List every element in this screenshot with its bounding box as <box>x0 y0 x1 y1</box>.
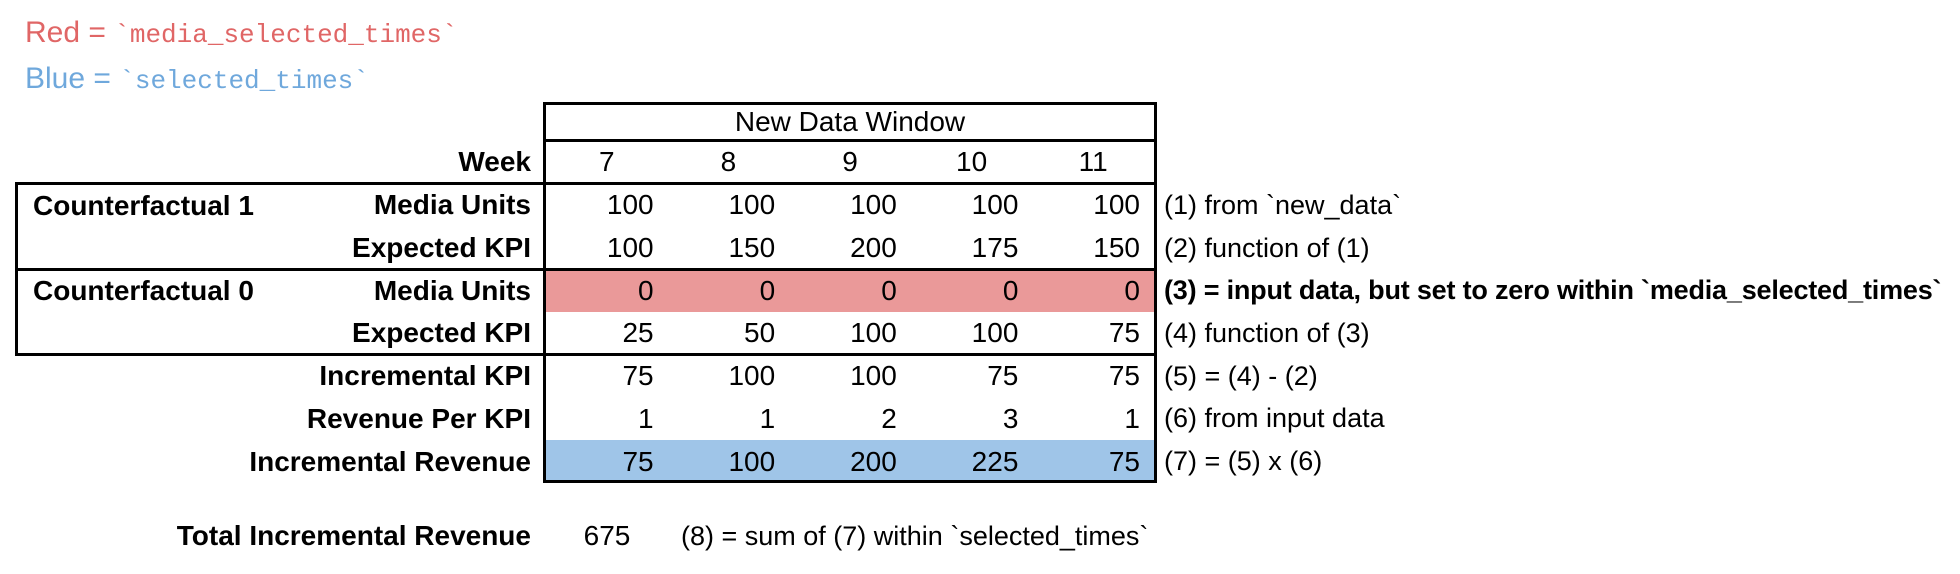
row-label-column: Media Units Expected KPI Media Units Exp… <box>0 184 531 483</box>
counterfactual-0-title: Counterfactual 0 <box>33 274 254 306</box>
row-label-expected-kpi-cf0: Expected KPI <box>352 317 531 349</box>
cf-box-left-border <box>15 182 18 356</box>
table-row-media-units-cf1: 100 100 100 100 100 <box>546 184 1154 227</box>
value-cell: 75 <box>987 360 1019 392</box>
value-cell: 0 <box>1002 274 1019 306</box>
value-cell: 100 <box>606 232 654 264</box>
value-cell: 100 <box>971 317 1019 349</box>
value-cell: 150 <box>1093 232 1140 264</box>
annotation-7: (7) = (5) x (6) <box>1164 446 1323 477</box>
value-cell: 75 <box>1108 445 1140 477</box>
value-cell: 100 <box>728 360 776 392</box>
value-cell: 100 <box>971 189 1019 221</box>
week-cell: 9 <box>842 146 858 177</box>
annotation-8: (8) = sum of (7) within `selected_times` <box>681 520 1149 551</box>
row-label-media-units-cf1: Media Units <box>373 189 531 221</box>
data-block-left-border <box>543 102 546 483</box>
week-cell: 7 <box>599 146 615 177</box>
value-cell: 75 <box>1108 317 1140 349</box>
row-label-incremental-revenue: Incremental Revenue <box>249 445 531 477</box>
value-cell: 100 <box>1093 189 1140 221</box>
value-cell: 225 <box>971 445 1019 477</box>
annotation-6: (6) from input data <box>1164 403 1385 434</box>
table-row-expected-kpi-cf1: 100 150 200 175 150 <box>546 227 1154 270</box>
data-values-block: 100 100 100 100 100 100 150 200 175 150 … <box>546 184 1154 483</box>
table-row-expected-kpi-cf0: 25 50 100 100 75 <box>546 312 1154 355</box>
value-cell: 100 <box>850 189 897 221</box>
value-cell: 1 <box>759 402 776 434</box>
value-cell: 100 <box>850 317 897 349</box>
annotation-4: (4) function of (3) <box>1164 317 1370 348</box>
table-row-incremental-revenue-highlighted-blue: 75 100 200 225 75 <box>546 440 1154 483</box>
annotation-1: (1) from `new_data` <box>1164 189 1402 220</box>
value-cell: 100 <box>850 360 897 392</box>
cf0-bottom-border <box>15 353 1157 356</box>
value-cell: 0 <box>881 274 897 306</box>
value-cell: 175 <box>971 232 1019 264</box>
row-label-incremental-kpi: Incremental KPI <box>319 360 531 392</box>
week-cell: 11 <box>1078 146 1108 177</box>
value-cell: 100 <box>728 445 776 477</box>
value-cell: 100 <box>728 189 776 221</box>
table-row-incremental-kpi: 75 100 100 75 75 <box>546 355 1154 398</box>
cf1-cf0-divider <box>15 268 1157 271</box>
value-cell: 0 <box>638 274 654 306</box>
week-bottom-border <box>15 182 1157 185</box>
value-cell: 50 <box>744 317 776 349</box>
legend-red-line: Red = `media_selected_times` <box>25 16 458 55</box>
value-cell: 150 <box>728 232 776 264</box>
value-cell: 75 <box>622 360 654 392</box>
data-block-right-border <box>1154 102 1157 483</box>
header-top-border <box>543 102 1157 105</box>
value-cell: 1 <box>638 402 654 434</box>
value-cell: 0 <box>759 274 776 306</box>
value-cell: 2 <box>881 402 897 434</box>
value-cell: 100 <box>606 189 654 221</box>
total-incremental-revenue-value: 675 <box>583 520 631 551</box>
table-row-revenue-per-kpi: 1 1 2 3 1 <box>546 398 1154 441</box>
annotation-3: (3) = input data, but set to zero within… <box>1164 275 1942 306</box>
annotation-5: (5) = (4) - (2) <box>1164 360 1318 391</box>
value-cell: 0 <box>1124 274 1140 306</box>
value-cell: 75 <box>622 445 654 477</box>
value-cell: 200 <box>850 445 897 477</box>
annotation-column: (1) from `new_data` (2) function of (1) … <box>1164 184 1960 483</box>
value-cell: 200 <box>850 232 897 264</box>
code-selected-times: `selected_times` <box>119 66 369 96</box>
week-cell: 10 <box>956 146 988 177</box>
value-cell: 25 <box>622 317 654 349</box>
table-row-media-units-cf0-highlighted-red: 0 0 0 0 0 <box>546 269 1154 313</box>
table-bottom-border <box>543 480 1157 483</box>
value-cell: 75 <box>1108 360 1140 392</box>
total-incremental-revenue-label: Total Incremental Revenue <box>176 520 531 551</box>
week-row-label: Week <box>458 146 531 177</box>
week-cell: 8 <box>720 146 737 177</box>
row-label-media-units-cf0: Media Units <box>373 274 531 306</box>
counterfactual-1-title: Counterfactual 1 <box>33 189 254 221</box>
value-cell: 1 <box>1124 402 1140 434</box>
legend-blue-line: Blue = `selected_times` <box>25 62 369 101</box>
row-label-expected-kpi-cf1: Expected KPI <box>352 232 531 264</box>
header-bottom-border <box>543 139 1157 142</box>
value-cell: 3 <box>1002 402 1019 434</box>
week-row: 7 8 9 10 11 <box>546 140 1154 184</box>
annotation-2: (2) function of (1) <box>1164 232 1370 263</box>
code-media-selected-times: `media_selected_times` <box>114 20 458 50</box>
legend-blue-label: Blue = <box>25 62 120 95</box>
new-data-window-header: New Data Window <box>734 105 966 137</box>
legend-red-label: Red = <box>25 16 115 49</box>
row-label-revenue-per-kpi: Revenue Per KPI <box>306 402 531 434</box>
